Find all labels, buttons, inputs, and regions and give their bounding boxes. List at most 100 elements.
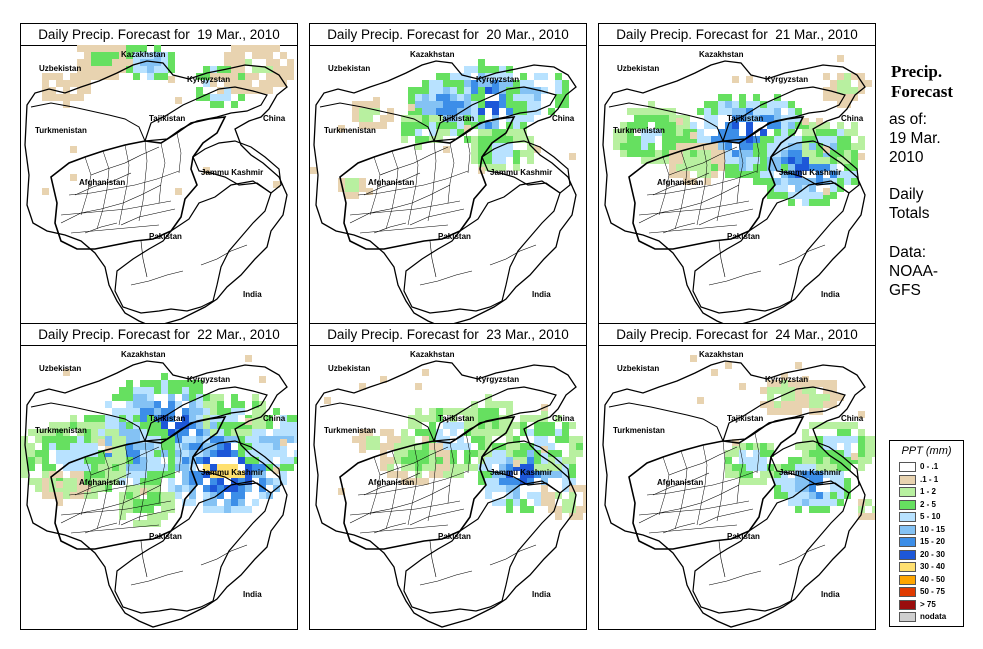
- precip-cell: [795, 115, 802, 122]
- precip-cell: [126, 499, 133, 506]
- precip-cell: [865, 457, 872, 464]
- precip-cell: [739, 171, 746, 178]
- precip-cell: [387, 464, 394, 471]
- map-label: Turkmenistan: [35, 126, 87, 135]
- precip-cell: [676, 136, 683, 143]
- precip-cell: [252, 450, 259, 457]
- country-border: [481, 440, 571, 494]
- precip-cell: [655, 122, 662, 129]
- precip-cell: [830, 387, 837, 394]
- precip-cell: [457, 122, 464, 129]
- precip-cell: [252, 87, 259, 94]
- map-label: Afghanistan: [79, 478, 125, 487]
- river-line: [90, 446, 160, 476]
- precip-cell: [422, 443, 429, 450]
- precip-cell: [555, 87, 562, 94]
- precip-cell: [746, 471, 753, 478]
- precip-cell: [562, 94, 569, 101]
- precip-cell: [217, 506, 224, 513]
- precip-cell: [126, 450, 133, 457]
- map-label: Tajikistan: [438, 114, 474, 123]
- precip-cell: [802, 401, 809, 408]
- precip-cell: [161, 415, 168, 422]
- precip-cell: [830, 443, 837, 450]
- precip-cell: [541, 457, 548, 464]
- precip-cell: [506, 450, 513, 457]
- precip-cell: [280, 439, 287, 446]
- precip-cell: [865, 450, 872, 457]
- precip-cell: [273, 429, 280, 436]
- precip-cell: [746, 457, 753, 464]
- precip-cell: [273, 45, 280, 52]
- precip-cell: [77, 80, 84, 87]
- precip-cell: [499, 471, 506, 478]
- precip-cell: [161, 429, 168, 436]
- precip-cell: [513, 87, 520, 94]
- river-line: [668, 446, 738, 476]
- precip-cell: [98, 485, 105, 492]
- river-line: [379, 146, 449, 176]
- precip-cell: [485, 443, 492, 450]
- precip-cell: [669, 157, 676, 164]
- precip-cell: [84, 422, 91, 429]
- precip-cell: [217, 73, 224, 80]
- precip-cell: [457, 73, 464, 80]
- precip-cell: [858, 411, 865, 418]
- precip-cell: [231, 436, 238, 443]
- precip-cell: [802, 129, 809, 136]
- precip-cell: [450, 73, 457, 80]
- precip-cell: [471, 94, 478, 101]
- map-label: China: [552, 414, 575, 423]
- precip-cell: [408, 129, 415, 136]
- precip-cell: [119, 66, 126, 73]
- precip-cell: [513, 80, 520, 87]
- precip-cell: [175, 450, 182, 457]
- precip-cell: [273, 450, 280, 457]
- precip-cell: [648, 143, 655, 150]
- precip-cell: [380, 457, 387, 464]
- precip-cell: [499, 422, 506, 429]
- precip-cell: [464, 87, 471, 94]
- precip-cell: [324, 397, 331, 404]
- precip-cell: [352, 185, 359, 192]
- precip-cell: [189, 380, 196, 387]
- precip-cell: [823, 457, 830, 464]
- precip-cell: [548, 464, 555, 471]
- precip-cell: [464, 80, 471, 87]
- precip-cell: [280, 66, 287, 73]
- precip-cell: [429, 429, 436, 436]
- precip-cell: [133, 506, 140, 513]
- precip-cell: [499, 101, 506, 108]
- precip-cell: [774, 129, 781, 136]
- precip-cell: [541, 436, 548, 443]
- precip-cell: [732, 108, 739, 115]
- precip-cell: [147, 443, 154, 450]
- precip-cell: [485, 101, 492, 108]
- precip-cells: [324, 369, 586, 520]
- precip-cell: [478, 150, 485, 157]
- map-label: Kazakhstan: [699, 350, 744, 359]
- precip-cell: [634, 143, 641, 150]
- precip-cell: [781, 380, 788, 387]
- precip-cell: [91, 492, 98, 499]
- map-label: China: [552, 114, 575, 123]
- precip-cell: [520, 478, 527, 485]
- precip-cell: [809, 136, 816, 143]
- boundaries: [313, 360, 577, 628]
- precip-cell: [238, 436, 245, 443]
- precip-cell: [788, 394, 795, 401]
- precip-cell: [70, 422, 77, 429]
- precip-cell: [408, 436, 415, 443]
- precip-cell: [788, 150, 795, 157]
- forecast-map: KazakhstanUzbekistanKyrgyzstanTajikistan…: [310, 50, 577, 328]
- precip-cell: [534, 457, 541, 464]
- precip-cell: [189, 422, 196, 429]
- precip-cell: [478, 478, 485, 485]
- precip-cell: [844, 450, 851, 457]
- precip-cell: [767, 464, 774, 471]
- precip-cell: [711, 136, 718, 143]
- map-label: Uzbekistan: [617, 64, 659, 73]
- precip-cell: [648, 129, 655, 136]
- precip-cell: [767, 136, 774, 143]
- precip-cell: [238, 478, 245, 485]
